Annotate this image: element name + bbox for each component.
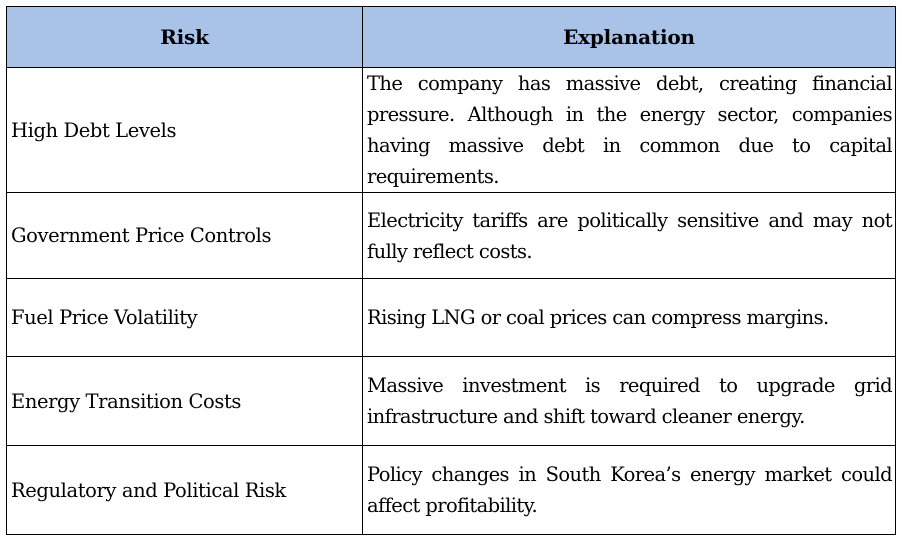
risk-cell: Government Price Controls bbox=[6, 192, 363, 279]
explanation-cell: Rising LNG or coal prices can compress m… bbox=[362, 278, 896, 357]
explanation-cell: The company has massive debt, creating f… bbox=[362, 67, 896, 193]
explanation-cell: Electricity tariffs are politically sens… bbox=[362, 192, 896, 279]
risk-table: Risk Explanation High Debt Levels The co… bbox=[6, 6, 896, 535]
explanation-cell: Policy changes in South Korea’s energy m… bbox=[362, 445, 896, 535]
risk-cell: Energy Transition Costs bbox=[6, 356, 363, 446]
table-header-row: Risk Explanation bbox=[6, 6, 896, 68]
table-row: Energy Transition Costs Massive investme… bbox=[6, 356, 896, 446]
risk-cell: High Debt Levels bbox=[6, 67, 363, 193]
risk-cell: Regulatory and Political Risk bbox=[6, 445, 363, 535]
table-row: Fuel Price Volatility Rising LNG or coal… bbox=[6, 278, 896, 357]
risk-cell: Fuel Price Volatility bbox=[6, 278, 363, 357]
explanation-cell: Massive investment is required to upgrad… bbox=[362, 356, 896, 446]
table-row: High Debt Levels The company has massive… bbox=[6, 67, 896, 193]
column-header-explanation: Explanation bbox=[362, 6, 896, 68]
column-header-risk: Risk bbox=[6, 6, 363, 68]
risk-table-container: Risk Explanation High Debt Levels The co… bbox=[6, 6, 896, 535]
table-row: Government Price Controls Electricity ta… bbox=[6, 192, 896, 279]
table-row: Regulatory and Political Risk Policy cha… bbox=[6, 445, 896, 535]
